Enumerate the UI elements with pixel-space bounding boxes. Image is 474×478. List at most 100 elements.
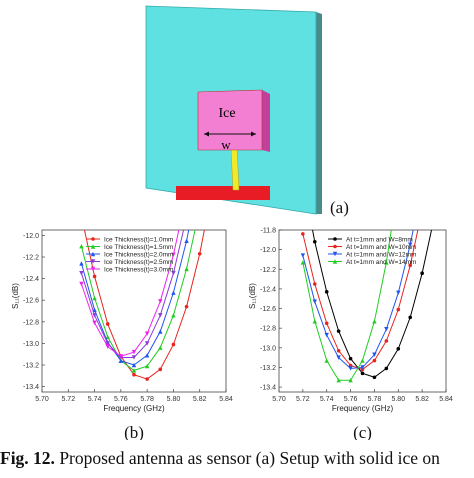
marker — [92, 313, 97, 318]
marker — [372, 358, 377, 363]
marker — [197, 251, 202, 256]
marker — [408, 315, 413, 320]
legend-label: At t=1mm and W=10mm — [346, 244, 416, 251]
marker — [332, 251, 338, 257]
marker — [144, 363, 150, 369]
marker — [105, 322, 110, 326]
marker — [420, 209, 424, 213]
x-tick-label: 5.74 — [320, 396, 334, 403]
y-tick-label: -13.0 — [260, 345, 276, 352]
marker — [384, 260, 389, 265]
caption-label: Fig. 12. — [0, 448, 55, 468]
x-axis-label: Frequency (GHz) — [332, 404, 394, 413]
y-tick-label: -11.8 — [261, 228, 277, 235]
figure: Ice w (a) 5.70 5.72 5.74 5.76 5.78 5.80 5.82 5.… — [11, 5, 453, 443]
ice-block — [197, 89, 263, 151]
marker — [360, 371, 365, 376]
y-tick-label: -12.8 — [260, 326, 276, 333]
legend-label: Ice Thickness(t)=3.0mm — [104, 266, 173, 273]
x-tick-label: 5.82 — [193, 396, 207, 403]
marker — [79, 271, 84, 276]
x-tick-label: 5.72 — [296, 396, 310, 403]
x-tick-label: 5.84 — [219, 396, 233, 403]
marker — [324, 290, 329, 294]
marker — [198, 206, 202, 210]
panel-label: (b) — [124, 423, 144, 440]
series-line — [302, 230, 392, 381]
antenna-drawing: Ice w — [145, 5, 322, 215]
plot-frame — [41, 229, 227, 393]
marker — [384, 326, 389, 332]
marker — [158, 367, 163, 372]
marker — [105, 334, 110, 340]
legend-label: Ice Thickness(t)=2.5mm — [104, 259, 173, 266]
y-tick-label: -12.8 — [23, 319, 39, 326]
y-tick-label: -12.4 — [23, 276, 39, 283]
marker — [90, 244, 96, 249]
series-line — [302, 230, 414, 369]
marker — [90, 251, 96, 257]
marker — [158, 329, 163, 334]
x-tick-label: 5.84 — [439, 396, 453, 403]
y-tick-label: -12.6 — [23, 298, 39, 305]
marker — [336, 355, 341, 360]
marker — [384, 339, 389, 343]
marker — [105, 344, 110, 349]
marker — [92, 320, 97, 326]
series-layer — [300, 182, 436, 383]
marker — [131, 349, 137, 355]
x-tick-label: 5.80 — [391, 396, 405, 403]
panel-label: (a) — [330, 198, 349, 217]
y-tick-label: -12.6 — [260, 306, 276, 313]
marker — [324, 358, 329, 363]
x-axis-label: Frequency (GHz) — [103, 404, 165, 413]
marker — [80, 214, 84, 218]
series-layer — [79, 206, 205, 381]
x-tick-label: 5.78 — [368, 396, 382, 403]
chart: 5.70 5.72 5.74 5.76 5.78 5.80 5.82 5.84 -11.8 -12… — [248, 182, 453, 443]
marker — [324, 332, 329, 338]
marker — [131, 362, 137, 368]
marker — [91, 237, 95, 241]
marker — [131, 355, 137, 360]
marker — [171, 271, 176, 276]
marker — [420, 271, 424, 276]
width-label: w — [221, 137, 231, 152]
marker — [372, 375, 377, 380]
legend-label: At t=1mm and W=8mm — [346, 236, 413, 243]
marker — [158, 299, 163, 304]
series-line — [83, 230, 205, 380]
marker — [171, 342, 176, 347]
chart: 5.70 5.72 5.74 5.76 5.78 5.80 5.82 5.84 -12.0 -12… — [11, 206, 233, 442]
marker — [348, 366, 353, 371]
marker — [312, 299, 317, 304]
marker — [336, 348, 341, 353]
y-axis-label: S₁₁(dB) — [248, 283, 257, 309]
marker — [333, 244, 337, 249]
x-tick-label: 5.72 — [61, 396, 75, 403]
x-tick-label: 5.70 — [272, 396, 286, 403]
marker — [79, 261, 84, 266]
marker — [348, 378, 353, 383]
marker — [171, 290, 176, 295]
marker — [360, 358, 365, 363]
marker — [184, 304, 189, 309]
marker — [396, 182, 400, 186]
marker — [184, 238, 189, 243]
marker — [336, 329, 341, 333]
marker — [90, 259, 96, 264]
y-tick-label: -12.0 — [260, 247, 276, 254]
panel-label: (c) — [353, 423, 372, 440]
x-tick-label: 5.70 — [35, 396, 49, 403]
marker — [144, 331, 150, 336]
marker — [432, 216, 436, 220]
board-edge — [316, 12, 322, 214]
ice-side — [262, 90, 270, 152]
ice-label: Ice — [218, 106, 235, 121]
marker — [300, 260, 306, 265]
marker — [396, 307, 401, 312]
marker — [144, 341, 150, 346]
marker — [336, 378, 341, 383]
marker — [118, 354, 124, 359]
marker — [360, 365, 365, 370]
